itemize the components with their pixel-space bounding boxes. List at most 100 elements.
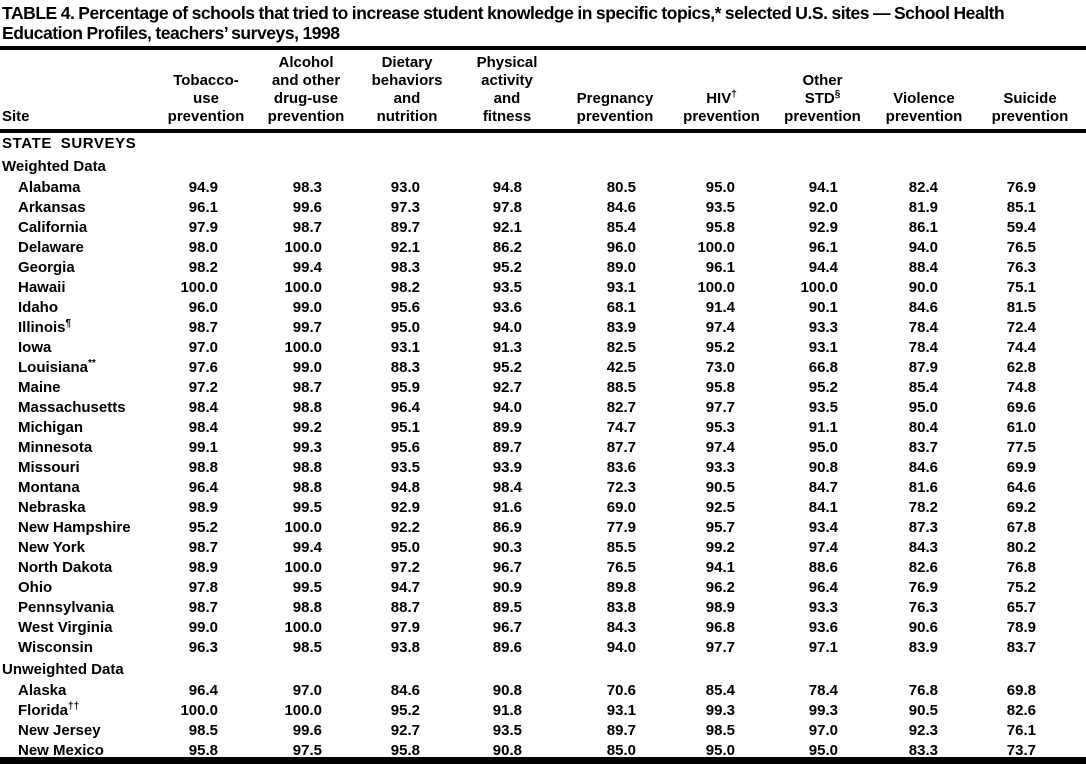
value-cell-tobacco: 98.7 [188,598,218,616]
value-cell-suicide: 67.8 [1006,518,1036,536]
column-header-line: HIV† [706,89,737,108]
value-cell-suicide: 75.1 [1006,278,1036,296]
value-cell-alcohol: 100.0 [284,518,322,536]
table-body: STATE SURVEYS Weighted Data Alabama 94.9 98.… [0,131,1086,760]
site-cell: Louisiana** [18,357,96,376]
value-cell-alcohol: 99.6 [292,721,322,739]
site-cell: New York [18,538,85,556]
table-title-line-2: Education Profiles, teachers’ surveys, 1… [2,23,340,43]
column-header-line: Violence [893,90,955,107]
value-cell-tobacco: 98.4 [188,398,218,416]
value-cell-tobacco: 98.7 [188,318,218,336]
site-cell: Missouri [18,458,80,476]
value-cell-hiv: 100.0 [697,278,735,296]
value-cell-tobacco: 97.8 [188,578,218,596]
value-cell-alcohol: 99.3 [292,438,322,456]
value-cell-pregnancy: 76.5 [606,558,636,576]
value-cell-hiv: 98.5 [705,721,735,739]
value-cell-violence: 78.2 [908,498,938,516]
value-cell-alcohol: 100.0 [284,278,322,296]
value-cell-suicide: 77.5 [1006,438,1036,456]
value-cell-std: 90.1 [808,298,838,316]
column-header-line: prevention [267,108,345,125]
site-cell: Wisconsin [18,638,93,656]
value-cell-dietary: 97.3 [390,198,420,216]
value-cell-violence: 95.0 [908,398,938,416]
value-cell-std: 78.4 [808,681,838,699]
value-cell-pregnancy: 85.5 [606,538,636,556]
value-cell-physical: 93.5 [492,278,522,296]
value-cell-alcohol: 100.0 [284,701,322,719]
subsection-row: Unweighted Data [0,657,1086,680]
value-cell-std: 92.9 [808,218,838,236]
value-cell-pregnancy: 85.4 [606,218,636,236]
value-cell-violence: 87.3 [908,518,938,536]
value-cell-alcohol: 99.4 [292,258,322,276]
value-cell-hiv: 96.2 [705,578,735,596]
subsection-label: Weighted Data [2,158,106,175]
value-cell-alcohol: 98.7 [292,218,322,236]
value-cell-physical: 89.6 [492,638,522,656]
value-cell-hiv: 73.0 [705,358,735,376]
top-rule [0,46,1086,50]
value-cell-tobacco: 94.9 [188,178,218,196]
value-cell-alcohol: 100.0 [284,238,322,256]
value-cell-std: 97.4 [808,538,838,556]
table-title-line-1: TABLE 4. Percentage of schools that trie… [2,3,1005,23]
value-cell-physical: 98.4 [492,478,522,496]
column-header-std: Other STD§ prevention [771,50,874,133]
value-cell-tobacco: 95.8 [188,741,218,759]
value-cell-alcohol: 98.8 [292,458,322,476]
value-cell-physical: 89.9 [492,418,522,436]
column-header-line: Alcohol [278,54,334,71]
value-cell-dietary: 92.1 [390,238,420,256]
value-cell-dietary: 84.6 [390,681,420,699]
value-cell-physical: 94.0 [492,318,522,336]
value-cell-violence: 86.1 [908,218,938,236]
value-cell-violence: 78.4 [908,338,938,356]
table-row: Illinois¶ 98.7 99.7 95.0 94.0 83.9 97.4 93.3 78.… [0,317,1086,337]
table-row: Alaska 96.4 97.0 84.6 90.8 70.6 85.4 78.4 76.8 69… [0,680,1086,700]
value-cell-dietary: 96.4 [390,398,420,416]
value-cell-dietary: 94.8 [390,478,420,496]
site-cell: Massachusetts [18,398,126,416]
table-row: Hawaii 100.0 100.0 98.2 93.5 93.1 100.0 100.0 90… [0,277,1086,297]
value-cell-suicide: 76.9 [1006,178,1036,196]
table-row: Georgia 98.2 99.4 98.3 95.2 89.0 96.1 94.4 88.4 7… [0,257,1086,277]
value-cell-physical: 90.3 [492,538,522,556]
value-cell-violence: 76.3 [908,598,938,616]
column-header-line: prevention [784,108,861,125]
column-header-hiv: HIV† prevention [672,50,771,133]
column-header-suicide: Suicide prevention [974,50,1086,133]
column-header-line: Suicide [1003,90,1057,107]
value-cell-suicide: 65.7 [1006,598,1036,616]
value-cell-violence: 84.6 [908,298,938,316]
value-cell-violence: 90.5 [908,701,938,719]
value-cell-alcohol: 98.7 [292,378,322,396]
value-cell-suicide: 82.6 [1006,701,1036,719]
value-cell-std: 99.3 [808,701,838,719]
value-cell-hiv: 97.7 [705,638,735,656]
value-cell-tobacco: 98.7 [188,538,218,556]
data-table: Site Tobacco-use prevention Alcohol and oth… [0,50,1086,760]
value-cell-pregnancy: 87.7 [606,438,636,456]
value-cell-std: 95.2 [808,378,838,396]
value-cell-hiv: 90.5 [705,478,735,496]
value-cell-physical: 89.5 [492,598,522,616]
value-cell-violence: 94.0 [908,238,938,256]
value-cell-violence: 90.6 [908,618,938,636]
value-cell-pregnancy: 82.7 [606,398,636,416]
value-cell-std: 93.3 [808,598,838,616]
value-cell-std: 93.5 [808,398,838,416]
value-cell-physical: 96.7 [492,618,522,636]
subsection-label: Unweighted Data [2,661,124,678]
table-row: Arkansas 96.1 99.6 97.3 97.8 84.6 93.5 92.0 81.9… [0,197,1086,217]
value-cell-suicide: 76.1 [1006,721,1036,739]
value-cell-dietary: 95.9 [390,378,420,396]
value-cell-pregnancy: 83.9 [606,318,636,336]
value-cell-violence: 80.4 [908,418,938,436]
value-cell-physical: 90.8 [492,681,522,699]
value-cell-pregnancy: 89.8 [606,578,636,596]
value-cell-dietary: 93.5 [390,458,420,476]
table-row: New Mexico 95.8 97.5 95.8 90.8 85.0 95.0 95.0 83… [0,740,1086,760]
